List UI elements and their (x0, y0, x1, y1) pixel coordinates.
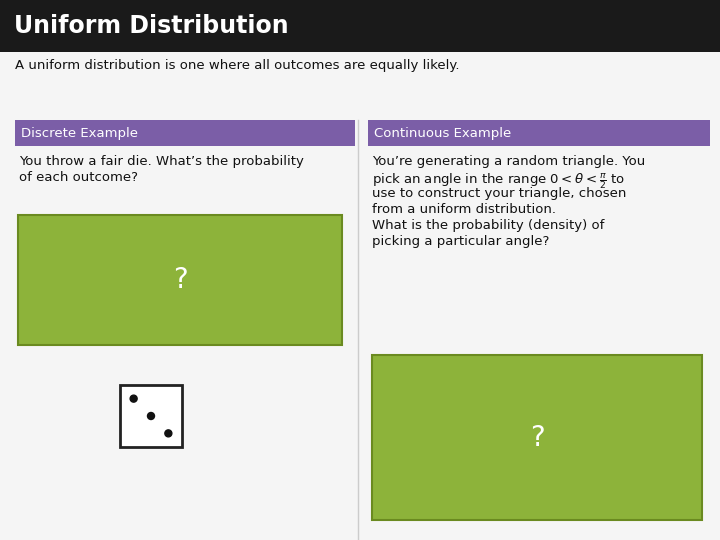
Text: You throw a fair die. What’s the probability: You throw a fair die. What’s the probabi… (19, 155, 304, 168)
Circle shape (130, 395, 137, 402)
Text: from a uniform distribution.: from a uniform distribution. (372, 203, 556, 216)
Text: use to construct your triangle, chosen: use to construct your triangle, chosen (372, 187, 626, 200)
Bar (15, 120, 355, 146)
Bar (368, 120, 710, 146)
Bar (372, 355, 702, 520)
Bar (0, 0, 720, 52)
Text: of each outcome?: of each outcome? (19, 171, 138, 184)
Text: You’re generating a random triangle. You: You’re generating a random triangle. You (372, 155, 645, 168)
Text: picking a particular angle?: picking a particular angle? (372, 235, 549, 248)
Text: Discrete Example: Discrete Example (21, 126, 138, 139)
Text: What is the probability (density) of: What is the probability (density) of (372, 219, 604, 232)
Text: Continuous Example: Continuous Example (374, 126, 511, 139)
Text: pick an angle in the range $0 < \theta < \frac{\pi}{2}$ to: pick an angle in the range $0 < \theta <… (372, 171, 626, 191)
Text: A uniform distribution is one where all outcomes are equally likely.: A uniform distribution is one where all … (15, 58, 459, 71)
Circle shape (148, 413, 155, 420)
Bar (120, 385, 182, 447)
Text: ?: ? (530, 423, 544, 451)
Circle shape (165, 430, 172, 437)
Text: Uniform Distribution: Uniform Distribution (14, 14, 289, 38)
Text: ?: ? (173, 266, 187, 294)
Bar (18, 215, 342, 345)
